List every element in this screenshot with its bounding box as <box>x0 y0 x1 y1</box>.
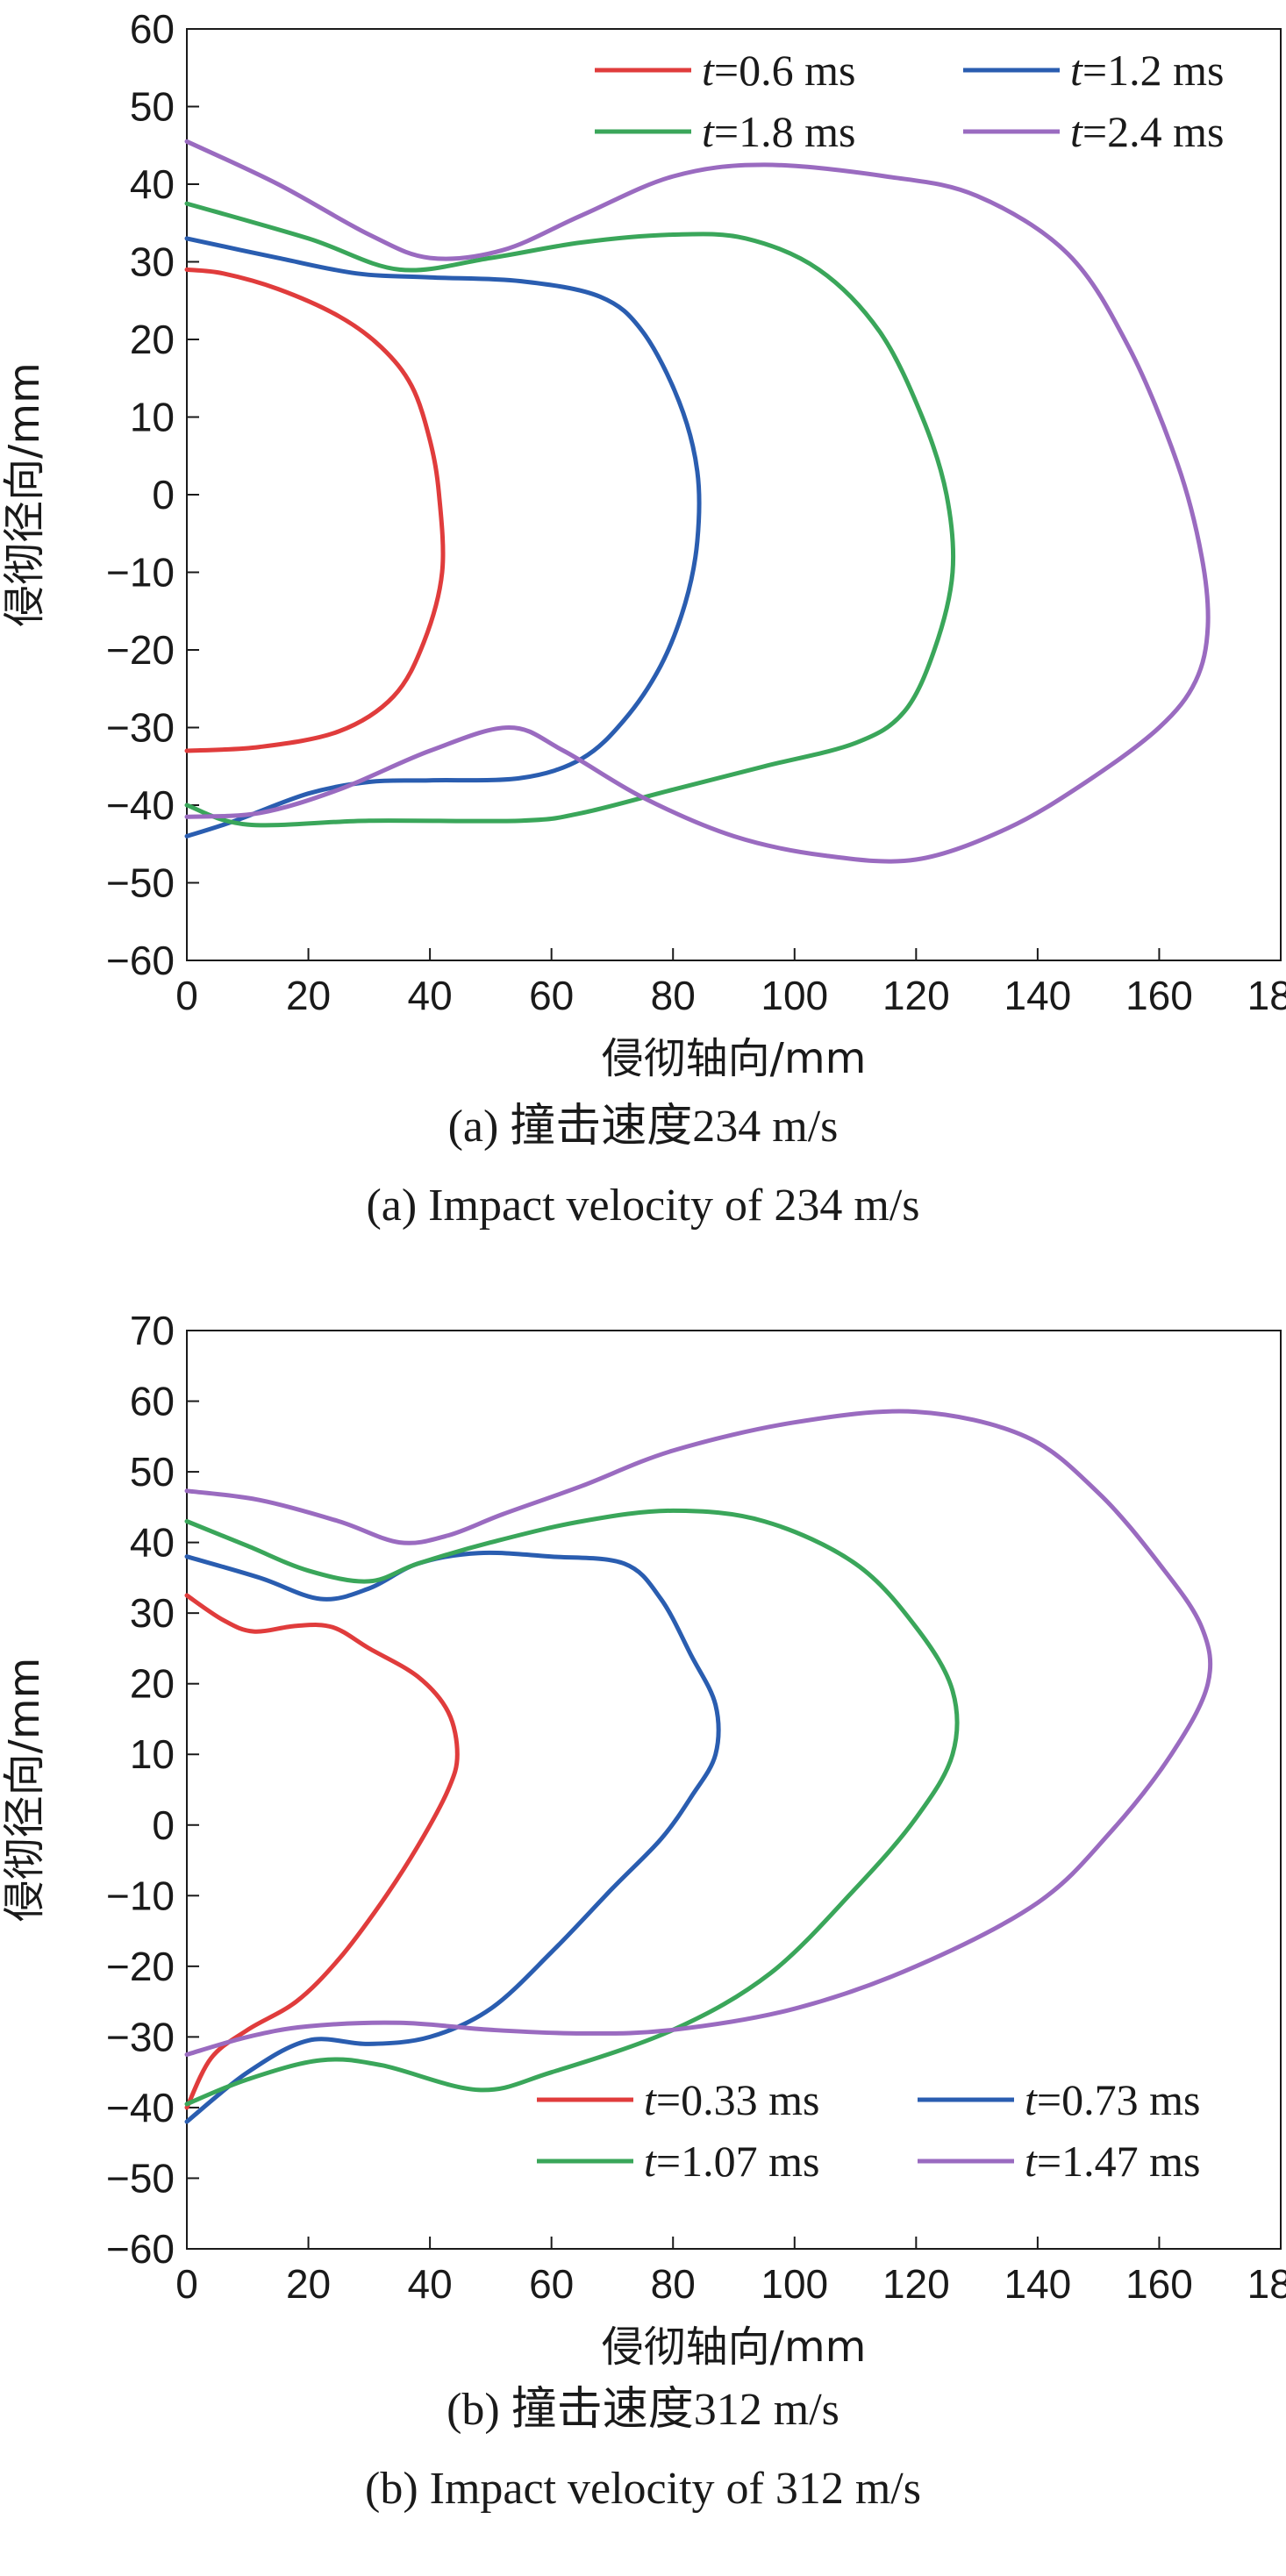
chart1-x-tick-label: 160 <box>1125 973 1193 1018</box>
chart2-x-axis-label: 侵彻轴向/mm <box>602 2323 867 2372</box>
chart1-x-tick-label: 120 <box>882 973 950 1018</box>
caption-a-chinese: (a) 撞击速度234 m/s <box>447 1102 839 1152</box>
chart2-x-tick-label: 0 <box>175 2261 198 2307</box>
chart2-x-tick-label: 20 <box>286 2261 331 2307</box>
caption-b-english: (b) Impact velocity of 312 m/s <box>365 2464 921 2514</box>
chart2-y-axis-label: 侵彻径向/mm <box>0 1658 49 1923</box>
chart2-y-tick-label: 70 <box>130 1308 175 1353</box>
chart-panel-a: 020406080100120140160180−60−50−40−30−20−… <box>0 6 1286 1231</box>
chart2-y-tick-label: 40 <box>130 1520 175 1566</box>
chart1-series-line-2 <box>184 236 702 838</box>
chart2-y-tick-label: −40 <box>106 2085 175 2130</box>
chart1-y-tick-label: −30 <box>106 705 175 751</box>
chart2-legend-label-2: t=0.73 ms <box>1025 2075 1200 2124</box>
chart1-y-tick-label: 50 <box>130 84 175 130</box>
chart1-y-tick-label: 40 <box>130 161 175 207</box>
chart1-series-line-3 <box>184 201 956 828</box>
chart2-y-tick-label: −10 <box>106 1873 175 1918</box>
chart-a-svg: 020406080100120140160180−60−50−40−30−20−… <box>0 6 1286 1083</box>
chart1-y-tick-label: 10 <box>130 395 175 440</box>
chart1-x-tick-label: 0 <box>175 973 198 1018</box>
chart2-y-tick-label: −20 <box>106 1944 175 1989</box>
chart1-x-tick-label: 180 <box>1247 973 1286 1018</box>
chart1-legend-label-3: t=1.8 ms <box>702 107 855 156</box>
chart1-x-tick-label: 40 <box>408 973 453 1018</box>
chart1-legend-label-1: t=0.6 ms <box>702 46 855 95</box>
chart1-y-tick-label: 60 <box>130 6 175 52</box>
chart2-legend-label-1: t=0.33 ms <box>644 2075 819 2124</box>
chart1-y-tick-label: 30 <box>130 239 175 285</box>
chart2-y-tick-label: 20 <box>130 1661 175 1707</box>
chart1-y-tick-label: 20 <box>130 317 175 362</box>
chart2-x-tick-label: 80 <box>651 2261 696 2307</box>
chart2-plot-frame <box>186 1330 1282 2250</box>
chart1-x-tick-label: 80 <box>651 973 696 1018</box>
chart2-series-line-3 <box>184 1508 960 2107</box>
chart1-legend-label-2: t=1.2 ms <box>1070 46 1224 95</box>
chart1-y-tick-label: −40 <box>106 782 175 828</box>
chart1-y-tick-label: −60 <box>106 938 175 983</box>
chart2-legend-label-4: t=1.47 ms <box>1025 2137 1200 2186</box>
chart2-series-line-1 <box>184 1593 460 2110</box>
chart1-y-axis-label: 侵彻径向/mm <box>0 362 49 627</box>
chart1-legend-label-4: t=2.4 ms <box>1070 107 1224 156</box>
chart1-x-tick-label: 140 <box>1004 973 1072 1018</box>
chart1-y-tick-label: 0 <box>152 472 175 517</box>
chart2-y-tick-label: −50 <box>106 2155 175 2201</box>
chart2-y-tick-label: 60 <box>130 1379 175 1424</box>
chart2-y-tick-label: 50 <box>130 1449 175 1495</box>
chart2-x-tick-label: 40 <box>408 2261 453 2307</box>
chart2-x-tick-label: 60 <box>529 2261 574 2307</box>
chart1-x-tick-label: 20 <box>286 973 331 1018</box>
chart1-x-axis-label: 侵彻轴向/mm <box>602 1034 867 1083</box>
chart2-x-tick-label: 160 <box>1125 2261 1193 2307</box>
chart2-y-tick-label: −60 <box>106 2226 175 2272</box>
chart2-x-tick-label: 140 <box>1004 2261 1072 2307</box>
chart1-x-tick-label: 100 <box>761 973 828 1018</box>
chart1-series-line-4 <box>184 139 1211 864</box>
chart2-y-tick-label: 10 <box>130 1731 175 1777</box>
chart2-x-tick-label: 120 <box>882 2261 950 2307</box>
chart1-y-tick-label: −50 <box>106 860 175 906</box>
chart2-series-line-4 <box>184 1409 1213 2057</box>
chart1-x-tick-label: 60 <box>529 973 574 1018</box>
chart2-x-tick-label: 100 <box>761 2261 828 2307</box>
chart2-y-tick-label: 30 <box>130 1590 175 1636</box>
chart1-series-line-1 <box>184 267 446 753</box>
chart2-series-line-2 <box>184 1550 721 2124</box>
chart-b-svg: 020406080100120140160180−60−50−40−30−20−… <box>0 1308 1286 2372</box>
chart2-y-tick-label: 0 <box>152 1802 175 1848</box>
chart-panel-b: 020406080100120140160180−60−50−40−30−20−… <box>0 1288 1286 2576</box>
caption-a-english: (a) Impact velocity of 234 m/s <box>366 1181 920 1231</box>
caption-b-chinese: (b) 撞击速度312 m/s <box>447 2385 839 2435</box>
chart2-legend-label-3: t=1.07 ms <box>644 2137 819 2186</box>
chart1-y-tick-label: −20 <box>106 627 175 673</box>
chart1-y-tick-label: −10 <box>106 550 175 596</box>
chart2-y-tick-label: −30 <box>106 2014 175 2059</box>
chart2-x-tick-label: 180 <box>1247 2261 1286 2307</box>
